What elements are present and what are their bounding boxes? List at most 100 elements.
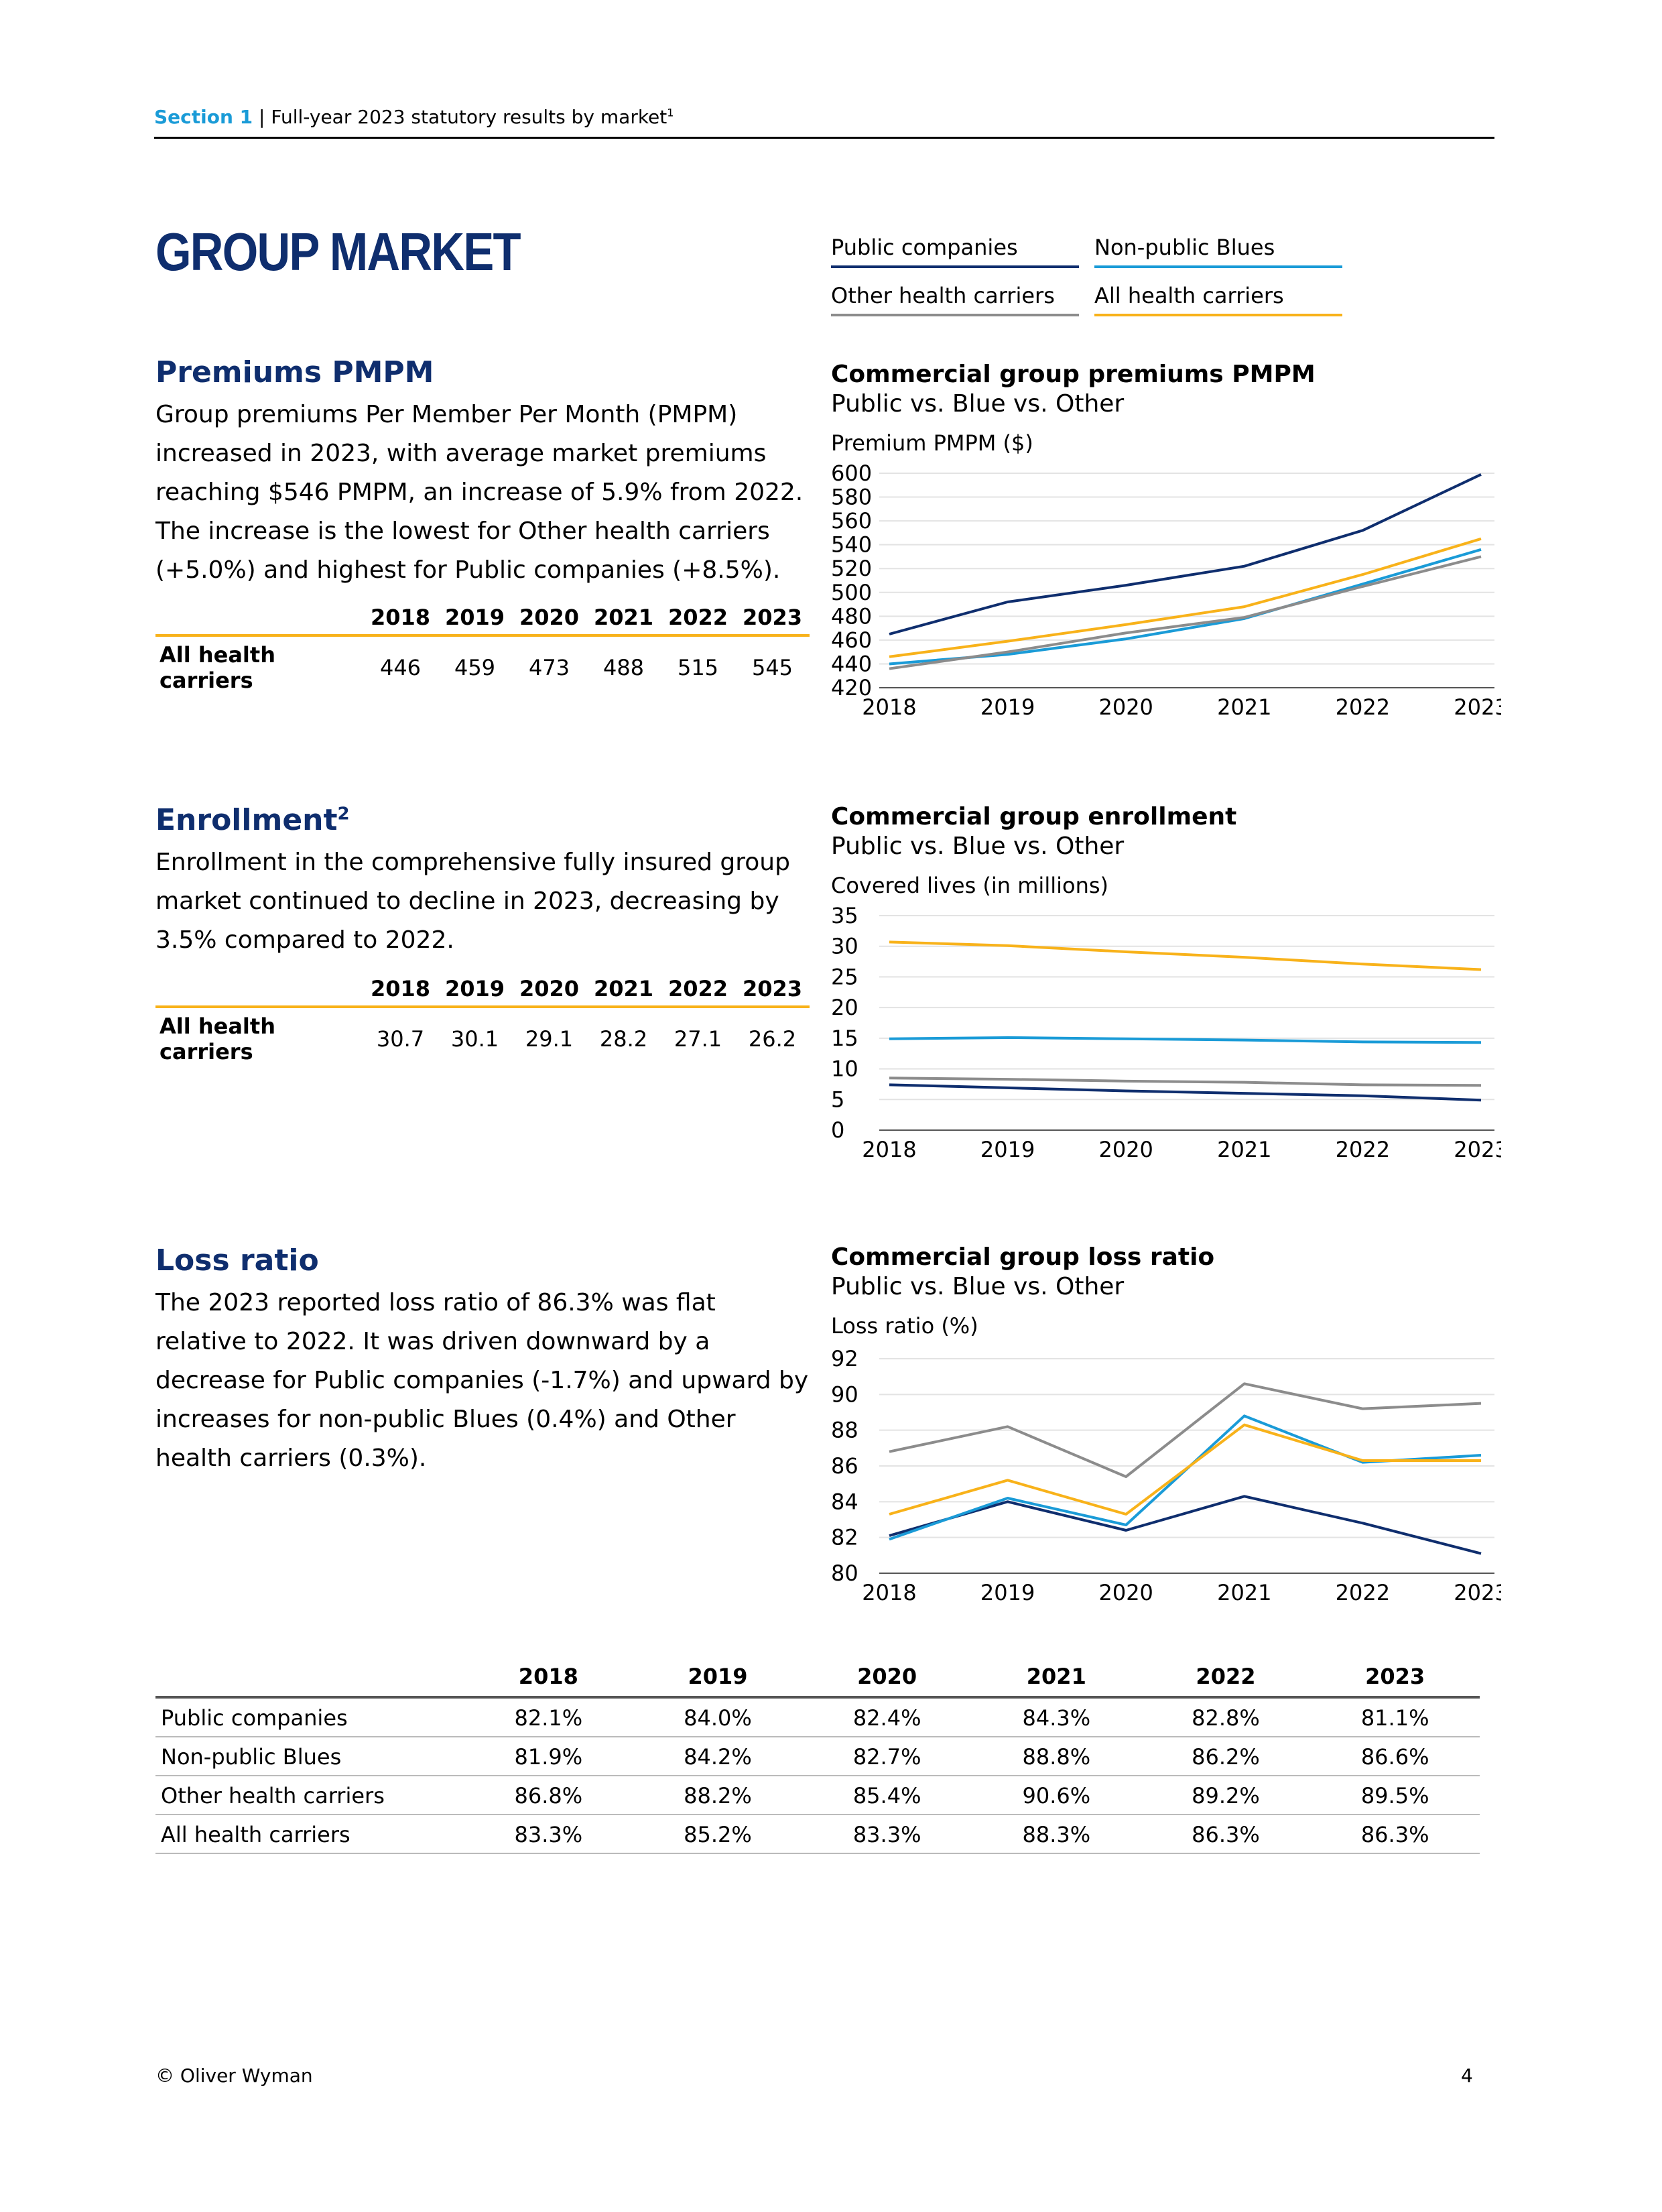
y-tick-label: 0 — [831, 1117, 844, 1143]
table-cell: 84.3% — [971, 1697, 1141, 1737]
y-tick-label: 440 — [831, 651, 872, 676]
series-line — [889, 555, 1482, 670]
legend-item-other: Other health carriers — [831, 283, 1079, 316]
footer-copyright: © Oliver Wyman — [155, 2065, 313, 2087]
table-cell: 81.1% — [1310, 1697, 1480, 1737]
x-tick-label: 2019 — [980, 1137, 1035, 1162]
legend-item-public: Public companies — [831, 235, 1079, 268]
y-tick-label: 500 — [831, 580, 872, 605]
year-header: 2019 — [444, 976, 505, 1001]
header-separator: | — [259, 106, 265, 128]
year-header: 2020 — [519, 605, 580, 630]
page-title: GROUP MARKET — [155, 222, 521, 282]
table-cell: 82.4% — [802, 1697, 972, 1737]
series-line — [889, 1036, 1482, 1044]
chart-title: Commercial group loss ratio — [831, 1243, 1215, 1271]
chart-y-label: Covered lives (in millions) — [831, 873, 1108, 898]
table-cell: 26.2 — [748, 1026, 797, 1052]
y-tick-label: 480 — [831, 603, 872, 629]
row-label: All health carriers — [159, 1013, 275, 1064]
y-tick-label: 520 — [831, 556, 872, 581]
row-label: Non-public Blues — [155, 1737, 464, 1776]
x-tick-label: 2019 — [980, 694, 1035, 720]
page-header: Section 1 | Full-year 2023 statutory res… — [154, 106, 674, 128]
table-cell: 515 — [677, 655, 719, 680]
x-tick-label: 2023 — [1454, 1137, 1501, 1162]
table-cell: 86.3% — [1310, 1815, 1480, 1854]
year-header: 2021 — [1026, 1664, 1086, 1689]
table-cell: 82.8% — [1141, 1697, 1311, 1737]
series-line — [889, 473, 1482, 635]
enrollment-table: 2018 2019 2020 2021 2022 2023 All health… — [155, 976, 810, 1064]
table-cell: 83.3% — [802, 1815, 972, 1854]
year-header: 2021 — [593, 976, 654, 1001]
series-line — [889, 537, 1482, 658]
year-header: 2018 — [518, 1664, 578, 1689]
legend-item-all: All health carriers — [1094, 283, 1342, 316]
series-line — [889, 1382, 1482, 1478]
year-header: 2023 — [742, 976, 803, 1001]
y-tick-label: 90 — [831, 1381, 858, 1407]
y-tick-label: 86 — [831, 1453, 858, 1479]
year-header: 2020 — [857, 1664, 917, 1689]
table-row: Non-public Blues 81.9% 84.2% 82.7% 88.8%… — [155, 1737, 1480, 1776]
legend-label: Other health carriers — [831, 283, 1055, 308]
y-tick-label: 580 — [831, 485, 872, 510]
y-tick-label: 600 — [831, 463, 872, 486]
year-header: 2019 — [444, 605, 505, 630]
table-cell: 86.6% — [1310, 1737, 1480, 1776]
table-cell: 545 — [751, 655, 793, 680]
y-tick-label: 84 — [831, 1489, 858, 1514]
premiums-table: 2018 2019 2020 2021 2022 2023 All health… — [155, 605, 810, 693]
table-cell: 30.1 — [450, 1026, 499, 1052]
table-row: Public companies 82.1% 84.0% 82.4% 84.3%… — [155, 1697, 1480, 1737]
header-rule — [154, 137, 1494, 139]
loss-ratio-heading: Loss ratio — [155, 1243, 319, 1278]
table-row: All health carriers 30.7 30.1 29.1 28.2 … — [155, 1007, 810, 1064]
y-tick-label: 10 — [831, 1056, 858, 1082]
enrollment-heading: Enrollment2 — [155, 803, 350, 837]
year-header: 2022 — [667, 976, 728, 1001]
year-header: 2023 — [742, 605, 803, 630]
page-number: 4 — [1461, 2065, 1473, 2087]
y-tick-label: 540 — [831, 532, 872, 558]
x-tick-label: 2018 — [862, 694, 916, 720]
table-cell: 89.2% — [1141, 1776, 1311, 1815]
year-header: 2022 — [1196, 1664, 1256, 1689]
row-label: Other health carriers — [155, 1776, 464, 1815]
x-tick-label: 2023 — [1454, 694, 1501, 720]
year-header: 2019 — [688, 1664, 748, 1689]
year-header: 2018 — [370, 605, 431, 630]
y-tick-label: 88 — [831, 1418, 858, 1443]
chart-subtitle: Public vs. Blue vs. Other — [831, 390, 1125, 418]
x-tick-label: 2020 — [1098, 694, 1153, 720]
header-footnote-mark: 1 — [667, 106, 674, 119]
table-row: All health carriers 83.3% 85.2% 83.3% 88… — [155, 1815, 1480, 1854]
table-cell: 82.7% — [802, 1737, 972, 1776]
table-cell: 446 — [379, 655, 422, 680]
y-tick-label: 30 — [831, 934, 858, 959]
table-cell: 86.2% — [1141, 1737, 1311, 1776]
series-line — [889, 1083, 1482, 1102]
premiums-body: Group premiums Per Member Per Month (PMP… — [155, 401, 804, 584]
loss-ratio-body: The 2023 reported loss ratio of 86.3% wa… — [155, 1289, 809, 1472]
table-cell: 88.3% — [971, 1815, 1141, 1854]
enrollment-chart: 0 5 10 15 20 25 30 35 2018 2019 2020 2021 2022 2023 — [831, 905, 1501, 1162]
row-label: All health carriers — [159, 642, 275, 693]
legend-label: Public companies — [831, 235, 1018, 260]
x-tick-label: 2020 — [1098, 1137, 1153, 1162]
table-cell: 459 — [454, 655, 496, 680]
table-cell: 82.1% — [464, 1697, 633, 1737]
table-row: Other health carriers 86.8% 88.2% 85.4% … — [155, 1776, 1480, 1815]
table-cell: 30.7 — [376, 1026, 425, 1052]
x-tick-label: 2022 — [1336, 1137, 1390, 1162]
year-header: 2022 — [667, 605, 728, 630]
table-cell: 86.3% — [1141, 1815, 1311, 1854]
chart-title: Commercial group enrollment — [831, 803, 1237, 831]
table-cell: 473 — [528, 655, 570, 680]
table-cell: 84.0% — [633, 1697, 803, 1737]
y-tick-label: 80 — [831, 1560, 858, 1586]
year-header: 2023 — [1365, 1664, 1425, 1689]
chart-y-label: Loss ratio (%) — [831, 1313, 978, 1339]
x-tick-label: 2021 — [1217, 1137, 1271, 1162]
